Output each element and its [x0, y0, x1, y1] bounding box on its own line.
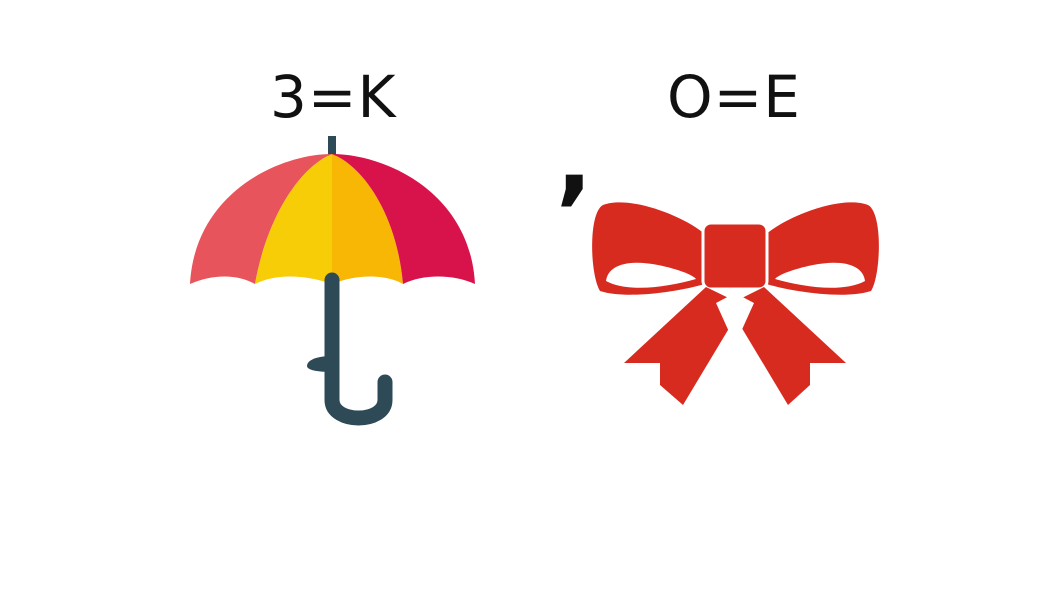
bow-knot — [701, 221, 769, 291]
umbrella-handle-grip — [307, 356, 332, 372]
umbrella-panel-1 — [190, 154, 332, 284]
umbrella-panel-4 — [332, 154, 475, 284]
separator-comma: , — [556, 104, 593, 216]
bow-icon — [592, 202, 879, 405]
umbrella-tip — [328, 136, 336, 156]
letter-rule-1: 3=K — [270, 63, 397, 131]
bow-left-loop-hole — [606, 262, 696, 288]
bow-left-tail — [624, 287, 743, 405]
letter-rule-2: O=E — [667, 63, 801, 131]
bow-right-tail — [728, 287, 846, 405]
bow-right-loop-hole — [775, 262, 865, 288]
umbrella-panel-3 — [332, 154, 403, 284]
umbrella-handle — [324, 272, 393, 426]
bow-tail-gap — [716, 293, 754, 345]
umbrella-panel-2 — [255, 154, 332, 284]
umbrella-icon — [190, 136, 475, 426]
